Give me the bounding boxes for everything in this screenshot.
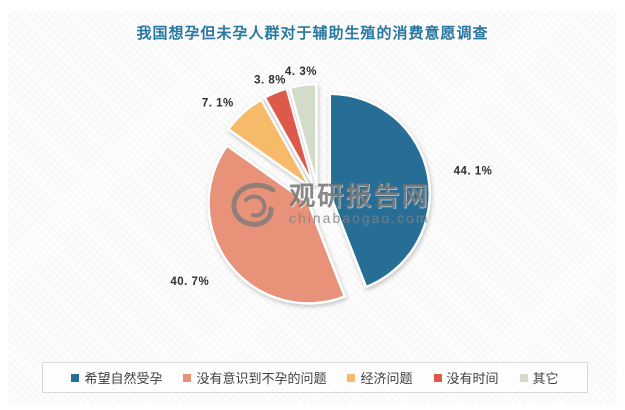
legend-swatch-icon — [519, 373, 528, 382]
pie-slice-1[interactable] — [207, 144, 347, 305]
pie-slice-2[interactable] — [227, 98, 312, 189]
pie-label-3: 3. 8% — [254, 74, 286, 86]
legend: 希望自然受孕 没有意识到不孕的问题 经济问题 没有时间 其它 — [42, 362, 588, 393]
legend-swatch-icon — [433, 373, 442, 382]
legend-swatch-icon — [183, 373, 192, 382]
legend-swatch-icon — [71, 373, 80, 382]
chart-panel — [8, 10, 617, 404]
legend-item-3[interactable]: 没有时间 — [433, 368, 499, 387]
pie-label-2: 7. 1% — [202, 97, 234, 109]
legend-item-1[interactable]: 没有意识到不孕的问题 — [183, 368, 326, 387]
legend-label: 希望自然受孕 — [84, 371, 163, 386]
legend-swatch-icon — [347, 373, 356, 382]
chart-title: 我国想孕但未孕人群对于辅助生殖的消费意愿调查 — [136, 25, 489, 42]
pie-label-4: 4. 3% — [285, 66, 317, 78]
pie-slice-4[interactable] — [288, 82, 318, 186]
pie-slice-3[interactable] — [263, 87, 315, 187]
pie-slice-0[interactable] — [328, 92, 432, 289]
pie-label-0: 44. 1% — [454, 166, 493, 178]
legend-item-4[interactable]: 其它 — [519, 368, 559, 387]
legend-label: 其它 — [532, 371, 559, 386]
legend-item-0[interactable]: 希望自然受孕 — [71, 368, 162, 387]
legend-label: 经济问题 — [360, 371, 413, 386]
pie-label-1: 40. 7% — [170, 276, 209, 288]
legend-item-2[interactable]: 经济问题 — [347, 368, 413, 387]
legend-label: 没有时间 — [446, 371, 499, 386]
legend-label: 没有意识到不孕的问题 — [196, 371, 327, 386]
